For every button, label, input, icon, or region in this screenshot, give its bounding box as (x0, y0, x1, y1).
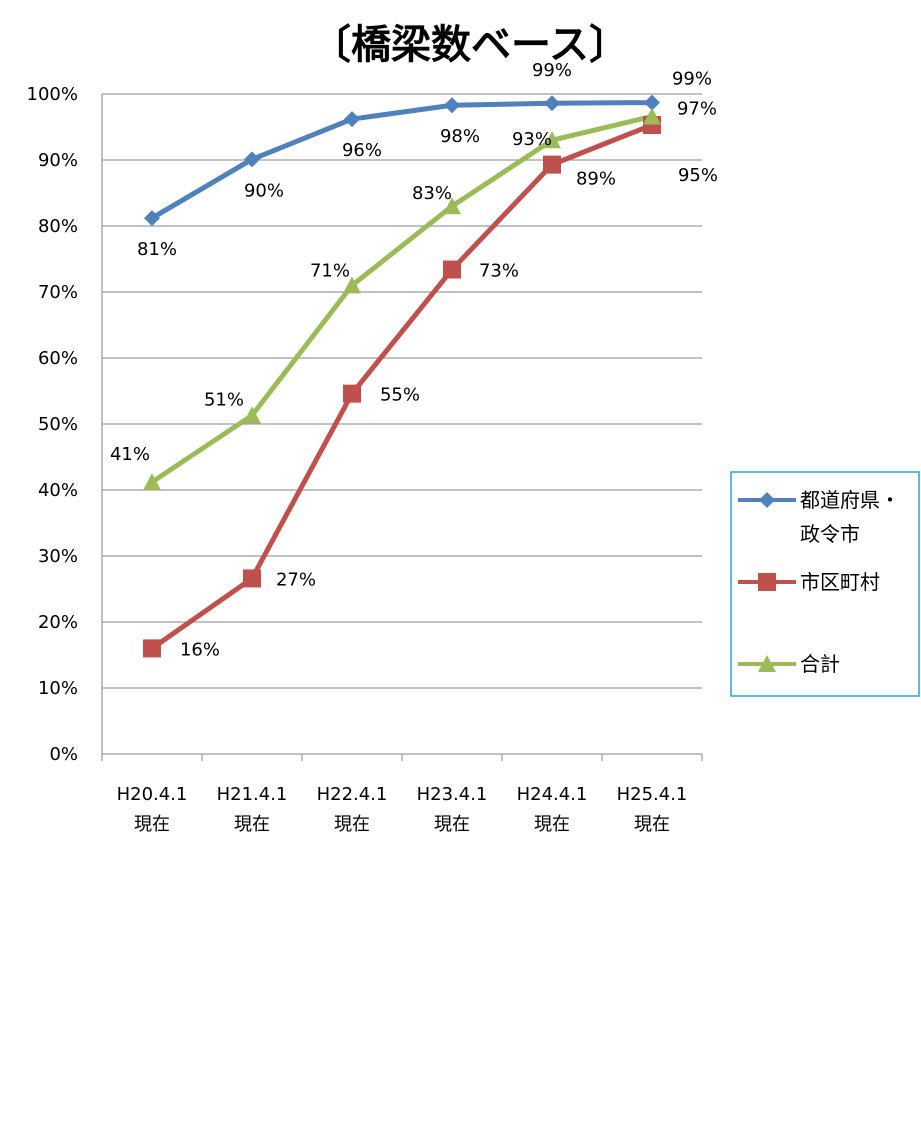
chart-title: 〔橋梁数ベース〕 (311, 22, 629, 68)
x-tick-label: 現在 (234, 814, 270, 835)
data-label: 55% (380, 385, 420, 406)
y-tick-label: 20% (38, 612, 78, 633)
series-markers (143, 94, 661, 658)
x-axis-tick-labels: H20.4.1 現在 H21.4.1 現在 H22.4.1 現在 H23.4.1 現在 H24.… (117, 784, 688, 835)
legend-marker (759, 492, 775, 508)
data-point (544, 95, 560, 112)
series-line (150, 114, 653, 485)
x-tick-label: H22.4.1 (317, 784, 388, 805)
legend-marker (758, 573, 776, 591)
x-tick-label: 現在 (634, 814, 670, 835)
data-point (443, 260, 461, 279)
series-lines (150, 100, 653, 651)
data-point (143, 639, 161, 658)
data-label: 71% (310, 260, 350, 281)
axes (101, 94, 703, 761)
data-point (644, 94, 660, 111)
data-point (343, 384, 361, 403)
data-label: 99% (672, 69, 712, 90)
y-tick-label: 30% (38, 546, 78, 567)
x-tick-label: 現在 (434, 814, 470, 835)
y-tick-label: 100% (27, 84, 78, 105)
y-tick-label: 40% (38, 480, 78, 501)
y-tick-label: 50% (38, 414, 78, 435)
y-tick-label: 90% (38, 150, 78, 171)
data-label: 90% (244, 180, 284, 201)
y-tick-label: 80% (38, 216, 78, 237)
y-tick-label: 10% (38, 678, 78, 699)
data-labels: 81% 90% 96% 98% 99% 99% 16% 27% 55% 73% 89% 95% 41% 5… (110, 60, 718, 660)
data-label: 98% (440, 126, 480, 147)
data-point (543, 131, 561, 149)
y-tick-label: 60% (38, 348, 78, 369)
data-label: 83% (412, 183, 452, 204)
legend-label: 政令市 (800, 522, 860, 546)
data-label: 99% (532, 60, 572, 81)
series-line (150, 100, 653, 221)
data-point (443, 197, 461, 215)
data-point (643, 107, 661, 125)
data-label: 96% (342, 140, 382, 161)
data-point (343, 276, 361, 294)
data-label: 16% (180, 639, 220, 660)
data-label: 27% (276, 569, 316, 590)
data-label: 41% (110, 444, 150, 465)
data-label: 51% (204, 389, 244, 410)
y-tick-label: 70% (38, 282, 78, 303)
data-label: 95% (678, 165, 718, 186)
data-point (543, 155, 561, 174)
x-tick-label: 現在 (534, 814, 570, 835)
data-point (444, 97, 460, 114)
data-point (243, 569, 261, 588)
legend-label: 市区町村 (800, 570, 880, 594)
x-tick-label: H24.4.1 (517, 784, 588, 805)
data-label: 93% (512, 129, 552, 150)
legend-label: 合計 (800, 652, 840, 676)
data-point (244, 151, 260, 168)
series-line (150, 122, 653, 651)
data-point (243, 406, 261, 424)
x-tick-label: H23.4.1 (417, 784, 488, 805)
data-label: 81% (137, 239, 177, 260)
legend-label: 都道府県・ (800, 488, 900, 512)
x-tick-label: 現在 (134, 814, 170, 835)
data-label: 97% (677, 98, 717, 119)
x-tick-label: H20.4.1 (117, 784, 188, 805)
y-axis-tick-labels: 0% 10% 20% 30% 40% 50% 60% 70% 80% 90% 100% (27, 84, 78, 765)
data-point (144, 210, 160, 227)
data-point (143, 473, 161, 491)
gridlines (102, 93, 702, 689)
data-point (344, 111, 360, 128)
y-tick-label: 0% (49, 744, 78, 765)
x-tick-label: 現在 (334, 814, 370, 835)
x-tick-label: H21.4.1 (217, 784, 288, 805)
data-label: 89% (576, 169, 616, 190)
x-tick-label: H25.4.1 (617, 784, 688, 805)
data-label: 73% (479, 261, 519, 282)
legend-marker (758, 655, 776, 672)
